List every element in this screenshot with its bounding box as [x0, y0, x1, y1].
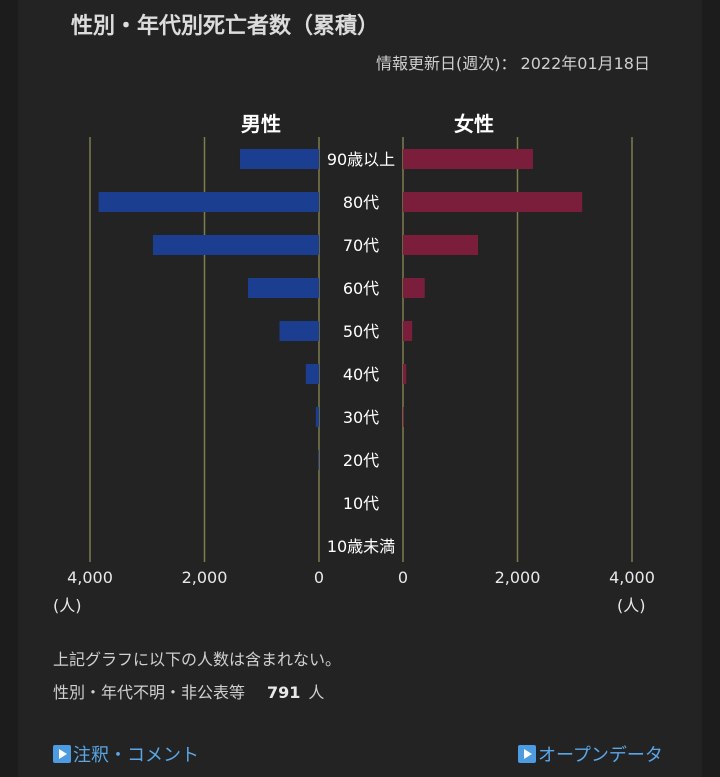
female-bar-0 [403, 149, 533, 169]
tick-female-1: 2,000 [495, 568, 541, 587]
excluded-label: 性別・年代不明・非公表等 [53, 683, 246, 702]
x-unit-right: (人) [617, 596, 646, 615]
male-bar-3 [248, 278, 319, 298]
update-date: 2022年01月18日 [520, 54, 650, 73]
category-label-1: 80代 [343, 193, 379, 212]
tick-male-2: 0 [314, 568, 324, 587]
category-label-5: 40代 [343, 365, 379, 384]
female-bar-6 [403, 407, 404, 427]
chart-title: 性別・年代別死亡者数（累積） [71, 14, 380, 39]
male-bar-1 [98, 192, 320, 212]
female-bar-4 [403, 321, 413, 341]
play-icon [518, 745, 536, 763]
tick-female-0: 0 [398, 568, 408, 587]
male-bar-2 [152, 235, 319, 255]
female-bar-3 [403, 278, 425, 298]
female-header: 女性 [454, 112, 494, 136]
tick-male-0: 4,000 [67, 568, 113, 587]
play-icon [53, 745, 71, 763]
category-label-7: 20代 [343, 451, 379, 470]
tick-male-1: 2,000 [182, 568, 228, 587]
female-bar-5 [403, 364, 407, 384]
male-header: 男性 [241, 112, 281, 136]
category-label-0: 90歳以上 [327, 150, 395, 169]
excluded-count-row: 性別・年代不明・非公表等 791 人 [53, 679, 324, 703]
notes-link-label: 注釈・コメント [73, 745, 199, 766]
male-bar-4 [279, 321, 319, 341]
tick-female-2: 4,000 [609, 568, 655, 587]
category-label-9: 10歳未満 [327, 537, 395, 556]
update-label: 情報更新日(週次)： [376, 54, 517, 73]
category-label-8: 10代 [343, 494, 379, 513]
category-label-3: 60代 [343, 279, 379, 298]
excluded-unit: 人 [308, 683, 325, 702]
male-bar-0 [239, 149, 319, 169]
notes-link[interactable]: 注釈・コメント [53, 741, 199, 767]
category-label-4: 50代 [343, 322, 379, 341]
male-bar-7 [318, 450, 319, 470]
female-bar-1 [403, 192, 583, 212]
category-label-2: 70代 [343, 236, 379, 255]
male-bar-6 [315, 407, 319, 427]
male-bar-5 [305, 364, 319, 384]
update-info: 情報更新日(週次)： 2022年01月18日 [376, 50, 650, 74]
category-label-6: 30代 [343, 408, 379, 427]
excluded-value: 791 [267, 683, 301, 702]
female-bar-2 [403, 235, 478, 255]
x-unit-left: (人) [53, 596, 82, 615]
population-pyramid-chart: 90歳以上 80代 70代 60代 50代 40代 30代 20代 10代 10歳未満 4,000 2… [67, 137, 655, 587]
open-data-link-label: オープンデータ [538, 745, 663, 766]
chart-card: 性別・年代別死亡者数（累積） 情報更新日(週次)： 2022年01月18日 [18, 0, 702, 777]
exclusion-note: 上記グラフに以下の人数は含まれない。 [53, 650, 342, 669]
open-data-link[interactable]: オープンデータ [518, 741, 663, 767]
